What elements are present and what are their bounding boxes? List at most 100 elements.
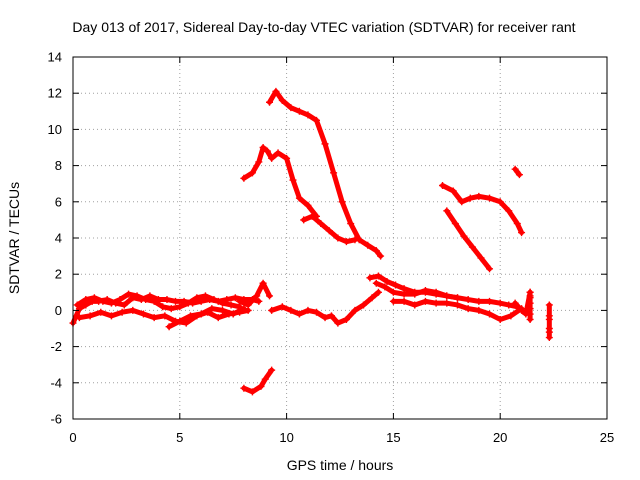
data-point (129, 306, 137, 314)
data-point (268, 306, 276, 314)
series-track-12 (240, 144, 321, 220)
data-point (219, 299, 227, 307)
data-point (486, 265, 494, 273)
data-point (150, 297, 158, 305)
data-point (372, 279, 380, 287)
y-tick-label: -2 (50, 339, 62, 354)
series-line (444, 208, 493, 272)
series-line (512, 166, 522, 178)
data-point (545, 301, 553, 309)
data-point (347, 220, 355, 228)
y-tick-label: 8 (55, 158, 62, 173)
data-point (351, 306, 359, 314)
data-point (389, 297, 397, 305)
data-point (505, 207, 513, 215)
data-point (116, 296, 124, 304)
data-point (334, 319, 342, 327)
data-point (460, 232, 468, 240)
data-point (120, 301, 128, 309)
data-point (392, 281, 400, 289)
data-point (167, 305, 175, 313)
data-point (374, 288, 382, 296)
data-point (107, 312, 115, 320)
data-point (125, 290, 133, 298)
y-tick-label: 6 (55, 194, 62, 209)
data-point (513, 220, 521, 228)
data-point (545, 315, 553, 323)
data-point (259, 279, 267, 287)
data-point (253, 292, 261, 300)
data-point (240, 174, 248, 182)
data-point (475, 306, 483, 314)
data-point (214, 314, 222, 322)
data-point (244, 301, 252, 309)
chart-title: Day 013 of 2017, Sidereal Day-to-day VTE… (72, 19, 575, 35)
data-point (411, 290, 419, 298)
data-point (201, 292, 209, 300)
data-point (334, 234, 342, 242)
data-point (176, 303, 184, 311)
data-point (229, 310, 237, 318)
data-point (266, 98, 274, 106)
series-track-14 (300, 212, 359, 246)
data-point (449, 187, 457, 195)
y-tick-label: -6 (50, 412, 62, 427)
data-point (272, 87, 280, 95)
x-tick-label: 0 (69, 430, 76, 445)
data-point (486, 194, 494, 202)
data-point (432, 299, 440, 307)
data-point (304, 306, 312, 314)
data-point (372, 247, 380, 255)
data-point (464, 296, 472, 304)
data-point (453, 294, 461, 302)
series-track-16 (443, 207, 494, 273)
data-point (439, 182, 447, 190)
data-point (255, 158, 263, 166)
data-point (266, 292, 274, 300)
data-point (118, 308, 126, 316)
data-point (464, 305, 472, 313)
data-point (86, 312, 94, 320)
data-point (342, 238, 350, 246)
data-point (432, 288, 440, 296)
data-point (468, 243, 476, 251)
data-point (231, 294, 239, 302)
data-point (359, 301, 367, 309)
data-point (219, 306, 227, 314)
data-point (240, 384, 248, 392)
data-point (374, 272, 382, 280)
data-point (496, 315, 504, 323)
series-track-15 (439, 182, 526, 237)
y-axis-title: SDTVAR / TECUs (6, 182, 22, 294)
data-point (139, 310, 147, 318)
x-tick-label: 25 (600, 430, 614, 445)
data-point (313, 116, 321, 124)
data-point (165, 323, 173, 331)
data-point (295, 310, 303, 318)
data-point (518, 229, 526, 237)
data-point (193, 294, 201, 302)
data-point (263, 147, 271, 155)
series-line (241, 145, 320, 219)
x-tick-label: 5 (176, 430, 183, 445)
data-point (486, 297, 494, 305)
data-point (304, 111, 312, 119)
data-point (90, 294, 98, 302)
data-point (321, 140, 329, 148)
series-track-4 (165, 305, 248, 331)
data-point (248, 169, 256, 177)
data-point (383, 277, 391, 285)
data-point (150, 314, 158, 322)
data-point (259, 144, 267, 151)
data-point (278, 303, 286, 311)
data-point (176, 317, 184, 325)
series-line (241, 367, 275, 395)
data-point (364, 241, 372, 249)
data-point (133, 292, 141, 300)
data-point (172, 297, 180, 305)
data-point (526, 292, 534, 300)
data-point (295, 194, 303, 202)
data-point (443, 207, 451, 215)
data-point (107, 299, 115, 307)
data-point (283, 154, 291, 162)
